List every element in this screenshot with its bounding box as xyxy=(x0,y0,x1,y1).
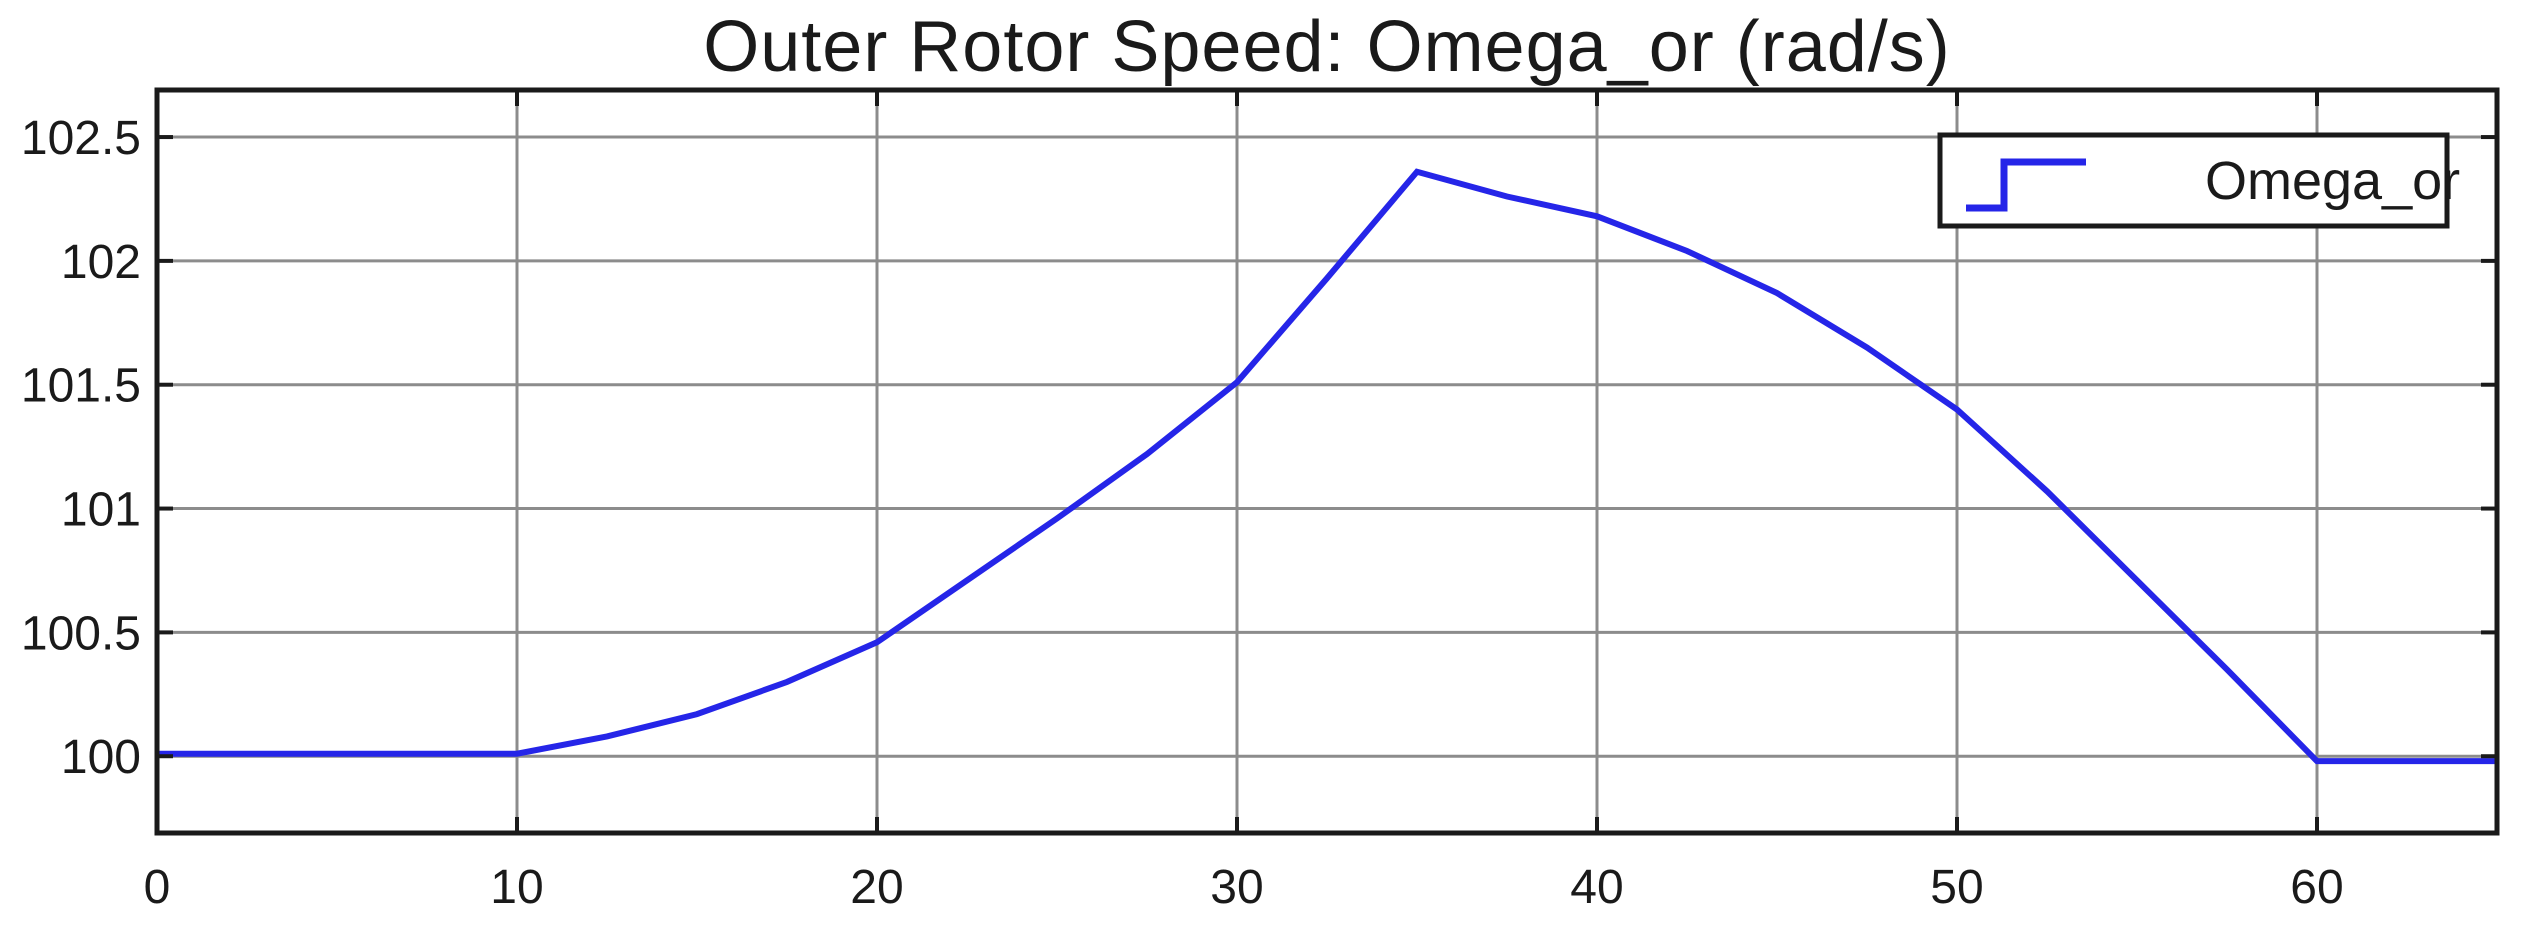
y-tick-label: 101.5 xyxy=(21,360,141,413)
y-tick-label: 102 xyxy=(61,236,141,289)
x-tick-label: 50 xyxy=(1930,861,1983,914)
axes-border xyxy=(154,87,2500,836)
x-tick-label: 0 xyxy=(144,861,171,914)
legend-step-line-icon xyxy=(1966,158,2086,212)
y-tick-label: 100 xyxy=(61,731,141,784)
x-tick-label: 40 xyxy=(1570,861,1623,914)
series-line-omega_or xyxy=(157,168,2497,765)
x-tick-label: 60 xyxy=(2290,861,2343,914)
x-tick-label: 10 xyxy=(490,861,543,914)
y-tick-label: 100.5 xyxy=(21,607,141,660)
y-tick-label: 101 xyxy=(61,484,141,537)
x-tick-label: 30 xyxy=(1210,861,1263,914)
x-tick-label: 20 xyxy=(850,861,903,914)
legend-label: Omega_or xyxy=(2205,151,2460,211)
legend-box xyxy=(1937,132,2450,229)
y-tick-label: 102.5 xyxy=(21,112,141,165)
chart-title: Outer Rotor Speed: Omega_or (rad/s) xyxy=(703,7,1951,87)
